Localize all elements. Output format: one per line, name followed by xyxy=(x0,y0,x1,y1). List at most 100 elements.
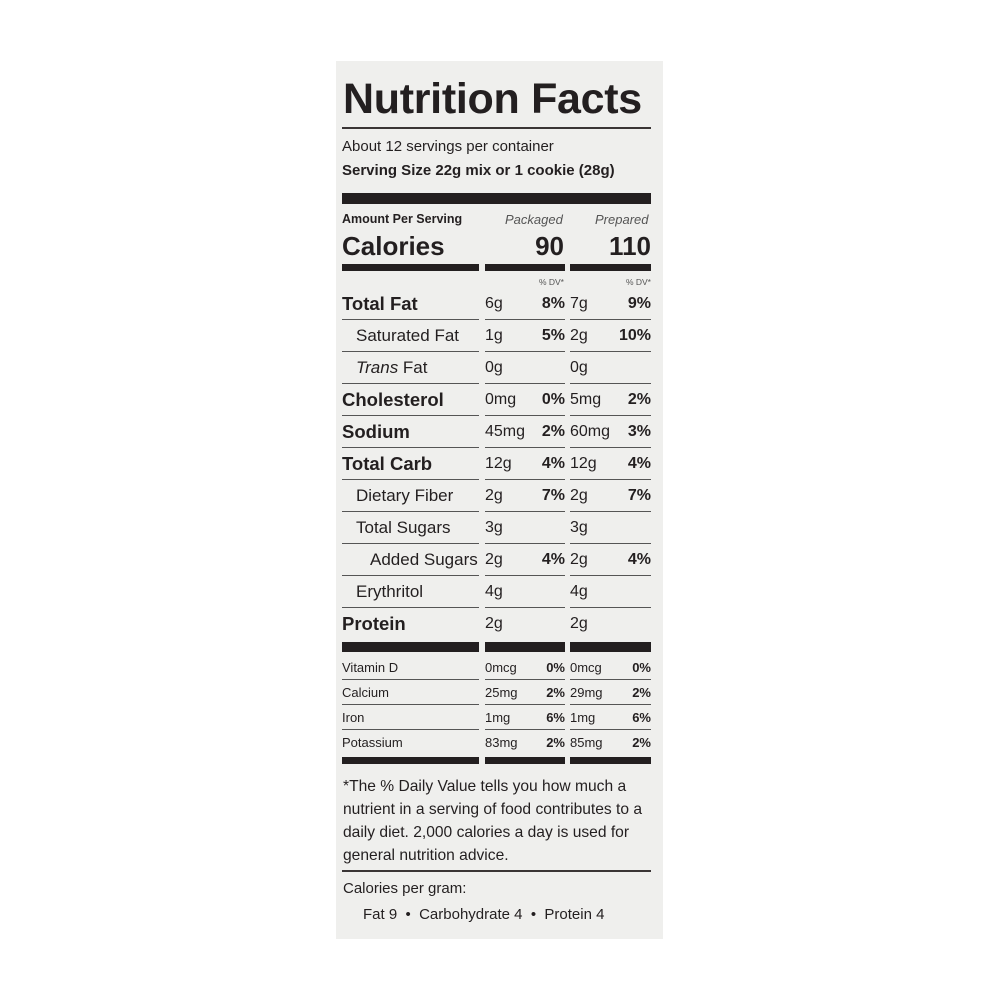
vitamin-row-iron: Iron 1mg 6% 1mg 6% xyxy=(342,705,652,730)
divider xyxy=(342,127,651,129)
amount: 2g xyxy=(485,615,503,632)
thick-divider xyxy=(342,193,651,204)
protein-bar xyxy=(485,642,565,652)
nutrient-label: Added Sugars xyxy=(342,544,479,576)
amount: 2g xyxy=(570,326,588,344)
calories-per-gram-values: Fat 9 • Carbohydrate 4 • Protein 4 xyxy=(363,906,605,923)
calories-prepared: 110 xyxy=(609,231,651,261)
amount: 12g xyxy=(570,454,597,472)
amount: 3g xyxy=(570,518,588,536)
amount: 7g xyxy=(570,294,588,312)
dv: 3% xyxy=(627,422,651,440)
amount: 0mcg xyxy=(570,659,602,675)
amount: 2g xyxy=(570,615,588,632)
dv-header-packaged: % DV* xyxy=(538,277,564,287)
nutrient-row-sodium: Sodium 45mg 2% 60mg 3% xyxy=(342,416,652,448)
amount: 0mcg xyxy=(485,659,517,675)
dv-header-prepared: % DV* xyxy=(625,277,651,287)
divider xyxy=(342,870,651,872)
nutrient-row-cholesterol: Cholesterol 0mg 0% 5mg 2% xyxy=(342,384,652,416)
vitamin-label: Potassium xyxy=(342,735,403,750)
vitamin-row-calcium: Calcium 25mg 2% 29mg 2% xyxy=(342,680,652,705)
dv: 0% xyxy=(541,390,565,408)
vitamin-bar xyxy=(342,757,479,764)
vitamin-row-vitamin-d: Vitamin D 0mcg 0% 0mcg 0% xyxy=(342,655,652,680)
amount: 60mg xyxy=(570,422,611,440)
vitamin-label: Vitamin D xyxy=(342,655,479,680)
vitamin-table: Vitamin D 0mcg 0% 0mcg 0% Calcium 25mg 2% 2… xyxy=(342,655,652,755)
nutrient-row-erythritol: Erythritol 4g 4g xyxy=(342,576,652,608)
packaged-header: Packaged xyxy=(505,212,563,227)
amount: 83mg xyxy=(485,735,518,750)
amount: 0g xyxy=(485,358,503,376)
trans-italic: Trans xyxy=(356,357,399,377)
nutrient-row-protein: Protein 2g 2g xyxy=(342,608,652,640)
nutrient-label: Protein xyxy=(342,613,406,634)
nutrient-label: Erythritol xyxy=(342,576,479,608)
dv: 4% xyxy=(627,454,651,472)
dv: 7% xyxy=(541,486,565,504)
vitamin-row-potassium: Potassium 83mg 2% 85mg 2% xyxy=(342,730,652,755)
protein-bar xyxy=(570,642,651,652)
nutrient-label: Dietary Fiber xyxy=(342,480,479,512)
label-title: Nutrition Facts xyxy=(343,75,642,123)
nutrient-label: Saturated Fat xyxy=(342,320,479,352)
amount: 85mg xyxy=(570,735,603,750)
nutrient-row-total-fat: Total Fat 6g 8% 7g 9% xyxy=(342,288,652,320)
calories-bar xyxy=(342,264,479,271)
dv: 2% xyxy=(632,735,651,750)
nutrient-label: Trans Fat xyxy=(342,352,479,384)
amount: 2g xyxy=(570,486,588,504)
amount: 25mg xyxy=(485,684,518,700)
dv: 0% xyxy=(632,659,651,675)
serving-size: Serving Size 22g mix or 1 cookie (28g) xyxy=(342,162,615,179)
calories-packaged: 90 xyxy=(535,231,564,261)
daily-value-footnote: *The % Daily Value tells you how much a … xyxy=(343,778,643,864)
dv: 4% xyxy=(627,550,651,568)
calories-label: Calories xyxy=(342,231,445,261)
nutrient-row-trans-fat: Trans Fat 0g 0g xyxy=(342,352,652,384)
dv: 4% xyxy=(541,454,565,472)
amount: 4g xyxy=(570,582,588,600)
amount: 3g xyxy=(485,518,503,536)
nutrient-row-added-sugars: Added Sugars 2g 4% 2g 4% xyxy=(342,544,652,576)
dv: 4% xyxy=(541,550,565,568)
vitamin-bar xyxy=(570,757,651,764)
amount: 2g xyxy=(570,550,588,568)
amount: 0g xyxy=(570,358,588,376)
dv: 2% xyxy=(632,684,651,700)
dv: 2% xyxy=(546,684,565,700)
nutrient-label: Cholesterol xyxy=(342,384,479,416)
dv: 6% xyxy=(546,709,565,725)
nutrient-row-total-sugars: Total Sugars 3g 3g xyxy=(342,512,652,544)
vitamin-label: Calcium xyxy=(342,680,479,705)
calories-per-gram-label: Calories per gram: xyxy=(343,880,467,897)
amount: 2g xyxy=(485,486,503,504)
calories-bar xyxy=(570,264,651,271)
vitamin-bar xyxy=(485,757,565,764)
amount-per-serving: Amount Per Serving xyxy=(342,212,463,226)
dv: 2% xyxy=(546,735,565,750)
protein-bar xyxy=(342,642,479,652)
amount: 4g xyxy=(485,582,503,600)
amount: 1g xyxy=(485,326,503,344)
prepared-header: Prepared xyxy=(595,212,649,227)
amount: 1mg xyxy=(485,709,511,725)
amount: 5mg xyxy=(570,390,602,408)
calories-bar xyxy=(485,264,565,271)
nutrient-table: Total Fat 6g 8% 7g 9% Saturated Fat 1g 5% 2… xyxy=(342,288,652,640)
nutrient-label: Sodium xyxy=(342,416,479,448)
amount: 29mg xyxy=(570,684,603,700)
amount: 6g xyxy=(485,294,503,312)
dv: 2% xyxy=(541,422,565,440)
amount: 12g xyxy=(485,454,512,472)
nutrient-label: Total Fat xyxy=(342,288,479,320)
amount: 0mg xyxy=(485,390,517,408)
nutrition-facts-panel: Nutrition Facts About 12 servings per co… xyxy=(336,61,663,939)
servings-per-container: About 12 servings per container xyxy=(342,138,554,155)
nutrient-label: Total Carb xyxy=(342,448,479,480)
dv: 10% xyxy=(618,326,651,344)
dv: 6% xyxy=(632,709,651,725)
amount: 2g xyxy=(485,550,503,568)
nutrient-label: Total Sugars xyxy=(342,512,479,544)
